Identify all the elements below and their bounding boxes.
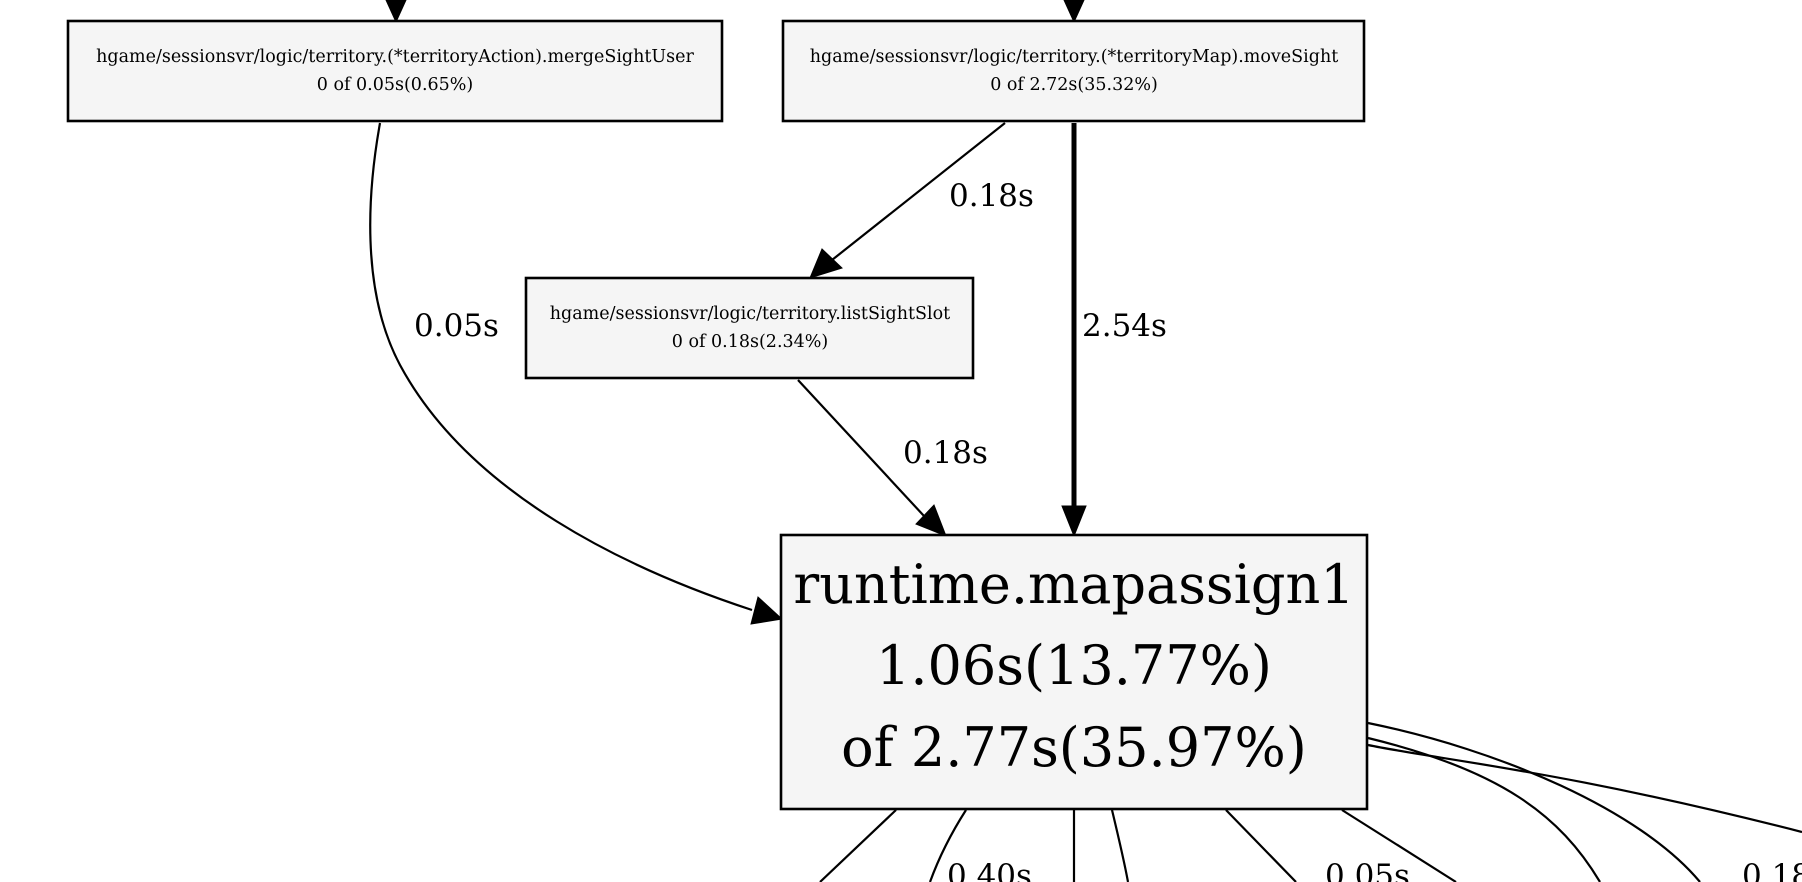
incoming-edge-merge	[385, 0, 407, 24]
incoming-edge-movesight	[1063, 0, 1085, 24]
edge-move-to-mapassign: 2.54s	[1061, 123, 1167, 538]
node-mapassign-cum: of 2.77s(35.97%)	[841, 716, 1307, 779]
node-move-sight[interactable]: hgame/sessionsvr/logic/territory.(*terri…	[781, 19, 1366, 123]
edge-list-to-mapassign: 0.18s	[797, 379, 988, 537]
edge-out-c-label: 0.18	[1742, 858, 1802, 882]
edge-move-to-mapassign-label: 2.54s	[1082, 308, 1167, 344]
edge-out-b-label: 0.05s	[1325, 858, 1410, 882]
node-move-sight-stats: 0 of 2.72s(35.32%)	[990, 75, 1158, 95]
node-list-sight-slot-stats: 0 of 0.18s(2.34%)	[672, 332, 828, 352]
edge-list-to-mapassign-label: 0.18s	[903, 435, 988, 471]
node-move-sight-name: hgame/sessionsvr/logic/territory.(*terri…	[810, 47, 1339, 67]
node-list-sight-slot-name: hgame/sessionsvr/logic/territory.listSig…	[550, 304, 950, 324]
node-mapassign-flat: 1.06s(13.77%)	[876, 634, 1272, 697]
edge-out-a-label: 0.40s	[947, 858, 1032, 882]
node-mapassign[interactable]: runtime.mapassign1 1.06s(13.77%) of 2.77…	[779, 533, 1369, 811]
node-merge-sight-user-stats: 0 of 0.05s(0.65%)	[317, 75, 473, 95]
node-mapassign-name: runtime.mapassign1	[793, 553, 1354, 616]
node-merge-sight-user-name: hgame/sessionsvr/logic/territory.(*terri…	[96, 47, 694, 67]
edge-move-to-list-label: 0.18s	[949, 178, 1034, 214]
outgoing-edges: 0.40s 0.05s 0.18	[819, 721, 1802, 882]
edge-move-to-list: 0.18s	[809, 122, 1034, 279]
node-merge-sight-user[interactable]: hgame/sessionsvr/logic/territory.(*terri…	[66, 19, 724, 123]
edge-merge-to-mapassign-label: 0.05s	[414, 308, 499, 344]
edge-merge-to-mapassign: 0.05s	[369, 122, 784, 625]
node-list-sight-slot[interactable]: hgame/sessionsvr/logic/territory.listSig…	[524, 276, 975, 380]
